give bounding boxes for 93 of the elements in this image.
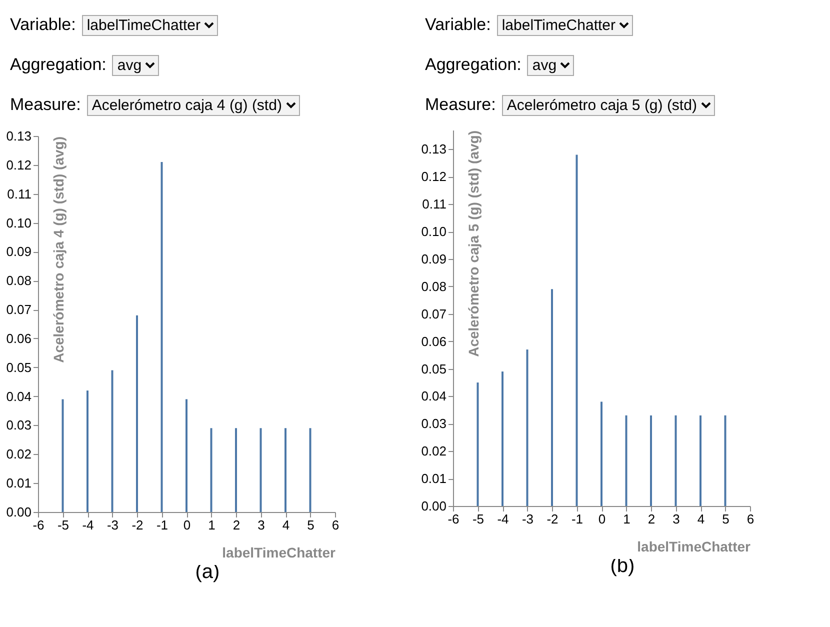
bar — [260, 428, 262, 512]
bar — [86, 390, 88, 512]
y-tick-label: 0.01 — [6, 476, 32, 491]
y-tick-label: 0.11 — [422, 196, 446, 212]
y-tick-label: 0.00 — [421, 498, 446, 514]
bar — [235, 428, 237, 512]
dropdown: avg — [112, 54, 160, 76]
bar — [186, 399, 188, 512]
x-tick-label: 2 — [648, 512, 656, 526]
bar — [111, 370, 114, 512]
x-tick-label: -1 — [571, 512, 584, 526]
x-tick-label: 4 — [282, 518, 290, 532]
y-tick-label: 0.09 — [6, 244, 32, 260]
x-tick-label: 0 — [183, 518, 191, 532]
dropdown: labelTimeChatter — [82, 14, 218, 36]
x-tick-label: -2 — [132, 518, 144, 532]
x-tick-label: -4 — [82, 518, 94, 532]
bar — [600, 402, 602, 506]
text: Measure: — [10, 95, 81, 115]
text: Aggregation: — [425, 55, 522, 75]
y-tick-label: 0.11 — [7, 186, 32, 202]
y-tick-label: 0.07 — [6, 302, 32, 318]
x-tick-label: -3 — [522, 512, 534, 526]
y-tick-label: 0.08 — [421, 278, 446, 294]
y-tick-label: 0.00 — [6, 504, 32, 520]
y-tick-label: 0.12 — [6, 157, 32, 172]
y-tick-label: 0.09 — [421, 251, 446, 266]
dropdown: labelTimeChatter — [496, 14, 633, 36]
bar — [700, 415, 702, 506]
x-axis-title: labelTimeChatter — [222, 544, 336, 560]
y-tick-label: 0.02 — [6, 446, 32, 462]
x-tick-label: -6 — [32, 518, 44, 532]
y-tick-label: 0.05 — [421, 361, 446, 376]
x-tick-label: -5 — [472, 512, 484, 526]
y-tick-label: 0.07 — [421, 306, 446, 322]
y-tick-label: 0.04 — [421, 388, 446, 404]
x-tick-label: 3 — [672, 512, 680, 526]
text: Variable: — [425, 15, 491, 35]
bar — [502, 372, 504, 506]
x-tick-label: 1 — [623, 512, 630, 526]
y-tick-label: 0.06 — [6, 330, 32, 346]
dropdown: Acelerómetro caja 4 (g) (std) — [86, 94, 300, 116]
y-tick-label: 0.06 — [421, 334, 446, 349]
bar — [650, 415, 652, 506]
x-tick-label: 0 — [598, 512, 606, 526]
y-tick-label: 0.04 — [6, 388, 32, 404]
x-tick-label: 1 — [208, 518, 216, 532]
y-tick-label: 0.02 — [421, 444, 446, 459]
dropdown: avg — [527, 54, 574, 76]
x-tick-label: -2 — [546, 512, 558, 526]
bar — [724, 415, 726, 506]
x-tick-label: -6 — [448, 512, 460, 526]
x-tick-label: 6 — [332, 518, 340, 532]
y-axis-title: Acelerómetro caja 4 (g) (std) (avg) — [50, 136, 66, 363]
text: (a) — [194, 561, 221, 584]
y-tick-label: 0.10 — [6, 215, 32, 230]
bar — [526, 350, 528, 506]
x-tick-label: 6 — [746, 512, 754, 526]
bar — [576, 154, 578, 506]
bar — [551, 289, 553, 506]
y-tick-label: 0.10 — [421, 224, 446, 240]
x-tick-label: -1 — [156, 518, 168, 532]
y-tick-label: 0.13 — [6, 128, 32, 144]
y-tick-label: 0.08 — [6, 273, 32, 288]
bar — [210, 428, 212, 512]
bar — [476, 382, 479, 506]
x-tick-label: 2 — [232, 518, 240, 532]
text: Aggregation: — [10, 55, 106, 75]
x-tick-label: 5 — [307, 518, 314, 532]
y-tick-label: 0.03 — [6, 418, 32, 433]
bar — [62, 399, 64, 512]
x-axis-title: labelTimeChatter — [637, 538, 752, 554]
text: Variable: — [10, 15, 76, 35]
x-tick-label: 3 — [258, 518, 265, 532]
bar — [674, 415, 677, 506]
bar — [625, 415, 628, 506]
text: Measure: — [425, 95, 496, 115]
y-axis-title: Acelerómetro caja 5 (g) (std) (avg) — [466, 130, 482, 357]
bar — [136, 315, 138, 512]
dropdown: Acelerómetro caja 5 (g) (std) — [502, 94, 715, 116]
x-tick-label: -4 — [497, 512, 509, 526]
x-tick-label: 5 — [722, 512, 730, 526]
x-tick-label: 4 — [697, 512, 705, 526]
y-tick-label: 0.13 — [421, 142, 446, 157]
y-tick-label: 0.01 — [421, 471, 446, 486]
x-tick-label: -5 — [57, 518, 70, 532]
x-tick-label: -3 — [106, 518, 119, 532]
bar — [309, 428, 312, 512]
bar — [284, 428, 286, 512]
y-tick-label: 0.03 — [421, 416, 446, 432]
y-tick-label: 0.05 — [6, 360, 32, 375]
bar — [160, 162, 163, 512]
y-tick-label: 0.12 — [421, 169, 446, 184]
